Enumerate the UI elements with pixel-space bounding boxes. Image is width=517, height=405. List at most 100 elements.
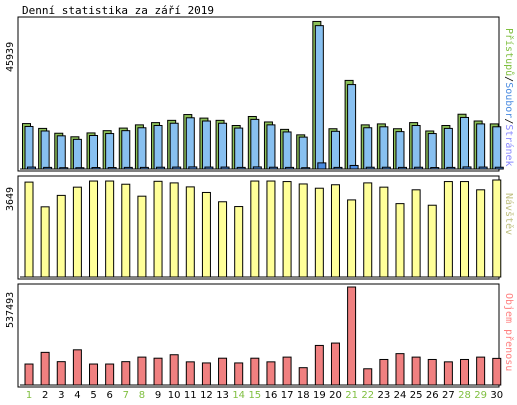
- x-tick-day-24: 24: [394, 390, 407, 401]
- pages-bar-day-4: [75, 167, 85, 170]
- pages-bar-day-25: [414, 166, 424, 170]
- pages-bar-day-30: [494, 166, 504, 170]
- visits-bar-day-3: [56, 194, 66, 278]
- files-bar-day-30: [492, 126, 502, 170]
- kbytes-bar-day-5: [89, 363, 99, 386]
- files-bar-day-25: [411, 125, 421, 170]
- files-bar-day-14: [234, 127, 244, 170]
- bottom-panel-legend: Objem přenosu: [503, 293, 514, 372]
- x-tick-day-14: 14: [232, 390, 245, 401]
- files-bar-day-21: [347, 84, 357, 170]
- x-tick-day-18: 18: [297, 390, 310, 401]
- pages-bar-day-13: [220, 166, 230, 170]
- x-tick-day-12: 12: [200, 390, 213, 401]
- visits-bar-day-29: [476, 189, 486, 278]
- bottom-panel-ymax-label: 537493: [5, 291, 16, 328]
- kbytes-bar-day-26: [427, 358, 437, 386]
- visits-bar-day-27: [443, 181, 453, 278]
- visits-bar-day-2: [40, 206, 50, 278]
- kbytes-bar-day-14: [234, 362, 244, 386]
- visits-bar-day-19: [314, 187, 324, 278]
- kbytes-bar-day-8: [137, 356, 147, 386]
- files-bar-day-11: [185, 117, 195, 170]
- files-bar-day-24: [395, 131, 405, 170]
- pages-bar-day-2: [43, 166, 53, 170]
- pages-bar-day-22: [365, 166, 375, 170]
- pages-bar-day-29: [478, 166, 488, 170]
- top-panel-ymax-label: 45939: [5, 41, 16, 72]
- kbytes-bar-day-11: [185, 361, 195, 386]
- x-tick-day-8: 8: [139, 390, 145, 401]
- kbytes-bar-day-18: [298, 367, 308, 386]
- pages-bar-day-12: [204, 166, 214, 170]
- visits-bar-day-25: [411, 189, 421, 278]
- kbytes-bar-day-20: [330, 342, 340, 386]
- x-tick-day-22: 22: [361, 390, 374, 401]
- files-bar-day-22: [363, 127, 373, 170]
- kbytes-bar-day-6: [105, 363, 115, 386]
- files-bar-day-19: [314, 25, 324, 170]
- files-bar-day-3: [56, 135, 66, 170]
- x-tick-day-10: 10: [168, 390, 181, 401]
- kbytes-bar-day-15: [250, 357, 260, 386]
- visits-bar-day-4: [72, 186, 82, 278]
- pages-bar-day-14: [236, 166, 246, 170]
- visits-bar-day-30: [492, 179, 502, 278]
- visits-bar-day-17: [282, 181, 292, 278]
- kbytes-bar-day-22: [363, 368, 373, 386]
- visits-bar-day-21: [347, 199, 357, 278]
- pages-bar-day-9: [156, 166, 166, 170]
- visits-bar-day-1: [24, 181, 34, 278]
- files-bar-day-27: [443, 127, 453, 170]
- visits-bar-day-28: [460, 181, 470, 278]
- x-tick-day-29: 29: [474, 390, 487, 401]
- x-tick-day-27: 27: [442, 390, 455, 401]
- kbytes-bar-day-21: [347, 286, 357, 386]
- pages-bar-day-3: [59, 167, 69, 170]
- legend-pages: Stránek: [503, 124, 514, 167]
- x-tick-day-26: 26: [426, 390, 439, 401]
- visits-bar-day-20: [330, 184, 340, 278]
- visits-bar-day-10: [169, 182, 179, 278]
- x-tick-day-15: 15: [248, 390, 261, 401]
- chart-title: Denní statistika za září 2019: [22, 4, 215, 17]
- x-tick-day-3: 3: [58, 390, 64, 401]
- legend-files: Soubor: [503, 82, 514, 119]
- pages-bar-day-19: [317, 162, 327, 170]
- kbytes-bar-day-24: [395, 353, 405, 386]
- files-bar-day-5: [89, 134, 99, 170]
- files-bar-day-23: [379, 126, 389, 170]
- pages-bar-day-15: [252, 166, 262, 170]
- pages-bar-day-6: [107, 167, 117, 170]
- pages-bar-day-16: [268, 166, 278, 170]
- visits-bar-day-12: [201, 191, 211, 278]
- visits-bar-day-16: [266, 180, 276, 278]
- visits-bar-day-8: [137, 195, 147, 278]
- visits-bar-day-9: [153, 180, 163, 278]
- visits-bar-day-6: [105, 180, 115, 278]
- x-tick-day-16: 16: [265, 390, 278, 401]
- x-tick-day-2: 2: [42, 390, 48, 401]
- x-tick-day-6: 6: [106, 390, 112, 401]
- pages-bar-day-24: [397, 166, 407, 170]
- visits-bar-day-24: [395, 203, 405, 278]
- files-bar-day-12: [201, 120, 211, 170]
- pages-bar-day-18: [301, 167, 311, 170]
- files-bar-day-2: [40, 130, 50, 170]
- pages-bar-day-17: [285, 166, 295, 170]
- visits-bar-day-15: [250, 180, 260, 278]
- files-bar-day-18: [298, 136, 308, 170]
- pages-bar-day-8: [139, 166, 149, 170]
- x-tick-day-1: 1: [26, 390, 32, 401]
- files-bar-day-26: [427, 133, 437, 170]
- kbytes-bar-day-13: [218, 357, 228, 386]
- files-bar-day-1: [24, 125, 34, 170]
- top-panel-legend: Přístupů/Soubor/Stránek: [503, 28, 514, 167]
- kbytes-bar-day-1: [24, 363, 34, 386]
- pages-bar-day-5: [91, 167, 101, 170]
- kbytes-bar-day-12: [201, 362, 211, 386]
- x-tick-day-7: 7: [123, 390, 129, 401]
- visits-bar-day-23: [379, 186, 389, 278]
